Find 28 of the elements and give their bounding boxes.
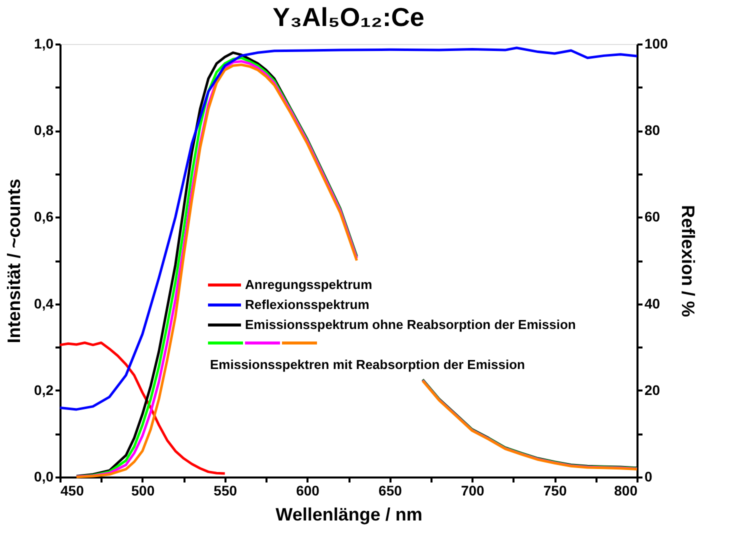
y-axis-title: Intensität / ~counts (4, 178, 24, 344)
y2-tick-label: 60 (644, 208, 660, 225)
x-tick-label: 650 (378, 482, 402, 498)
y-tick-label: 0,6 (34, 208, 54, 225)
legend-label: Emissionsspektrum ohne Reabsorption der Emission (245, 317, 576, 332)
y2-tick-label: 80 (644, 122, 660, 138)
legend-label: Reflexionsspektrum (245, 297, 370, 312)
y2-tick-label: 20 (644, 382, 660, 398)
chart-title: Y₃Al₅O₁₂:Ce (272, 2, 424, 32)
legend-label: Anregungsspektrum (245, 277, 372, 292)
x-tick-label: 500 (131, 482, 155, 498)
x-tick-label: 450 (60, 482, 84, 498)
y-tick-label: 0,0 (34, 468, 54, 484)
y2-tick-label: 100 (644, 36, 668, 52)
y-tick-label: 0,8 (34, 122, 54, 138)
x-tick-label: 800 (614, 482, 638, 498)
y2-axis-title: Reflexion / % (678, 204, 698, 318)
x-tick-label: 600 (296, 482, 320, 498)
x-tick-label: 700 (460, 482, 485, 498)
x-tick-label: 550 (214, 482, 238, 498)
y-tick-label: 0,4 (34, 295, 54, 312)
x-tick-label: 750 (543, 482, 567, 498)
y-tick-label: 0,2 (34, 382, 54, 398)
y2-tick-label: 0 (644, 468, 652, 484)
y2-tick-label: 40 (644, 295, 660, 312)
x-axis-title: Wellenlänge / nm (276, 504, 422, 524)
y-tick-label: 1,0 (34, 36, 54, 52)
annotation: Emissionsspektren mit Reabsorption der Emission (210, 357, 526, 372)
